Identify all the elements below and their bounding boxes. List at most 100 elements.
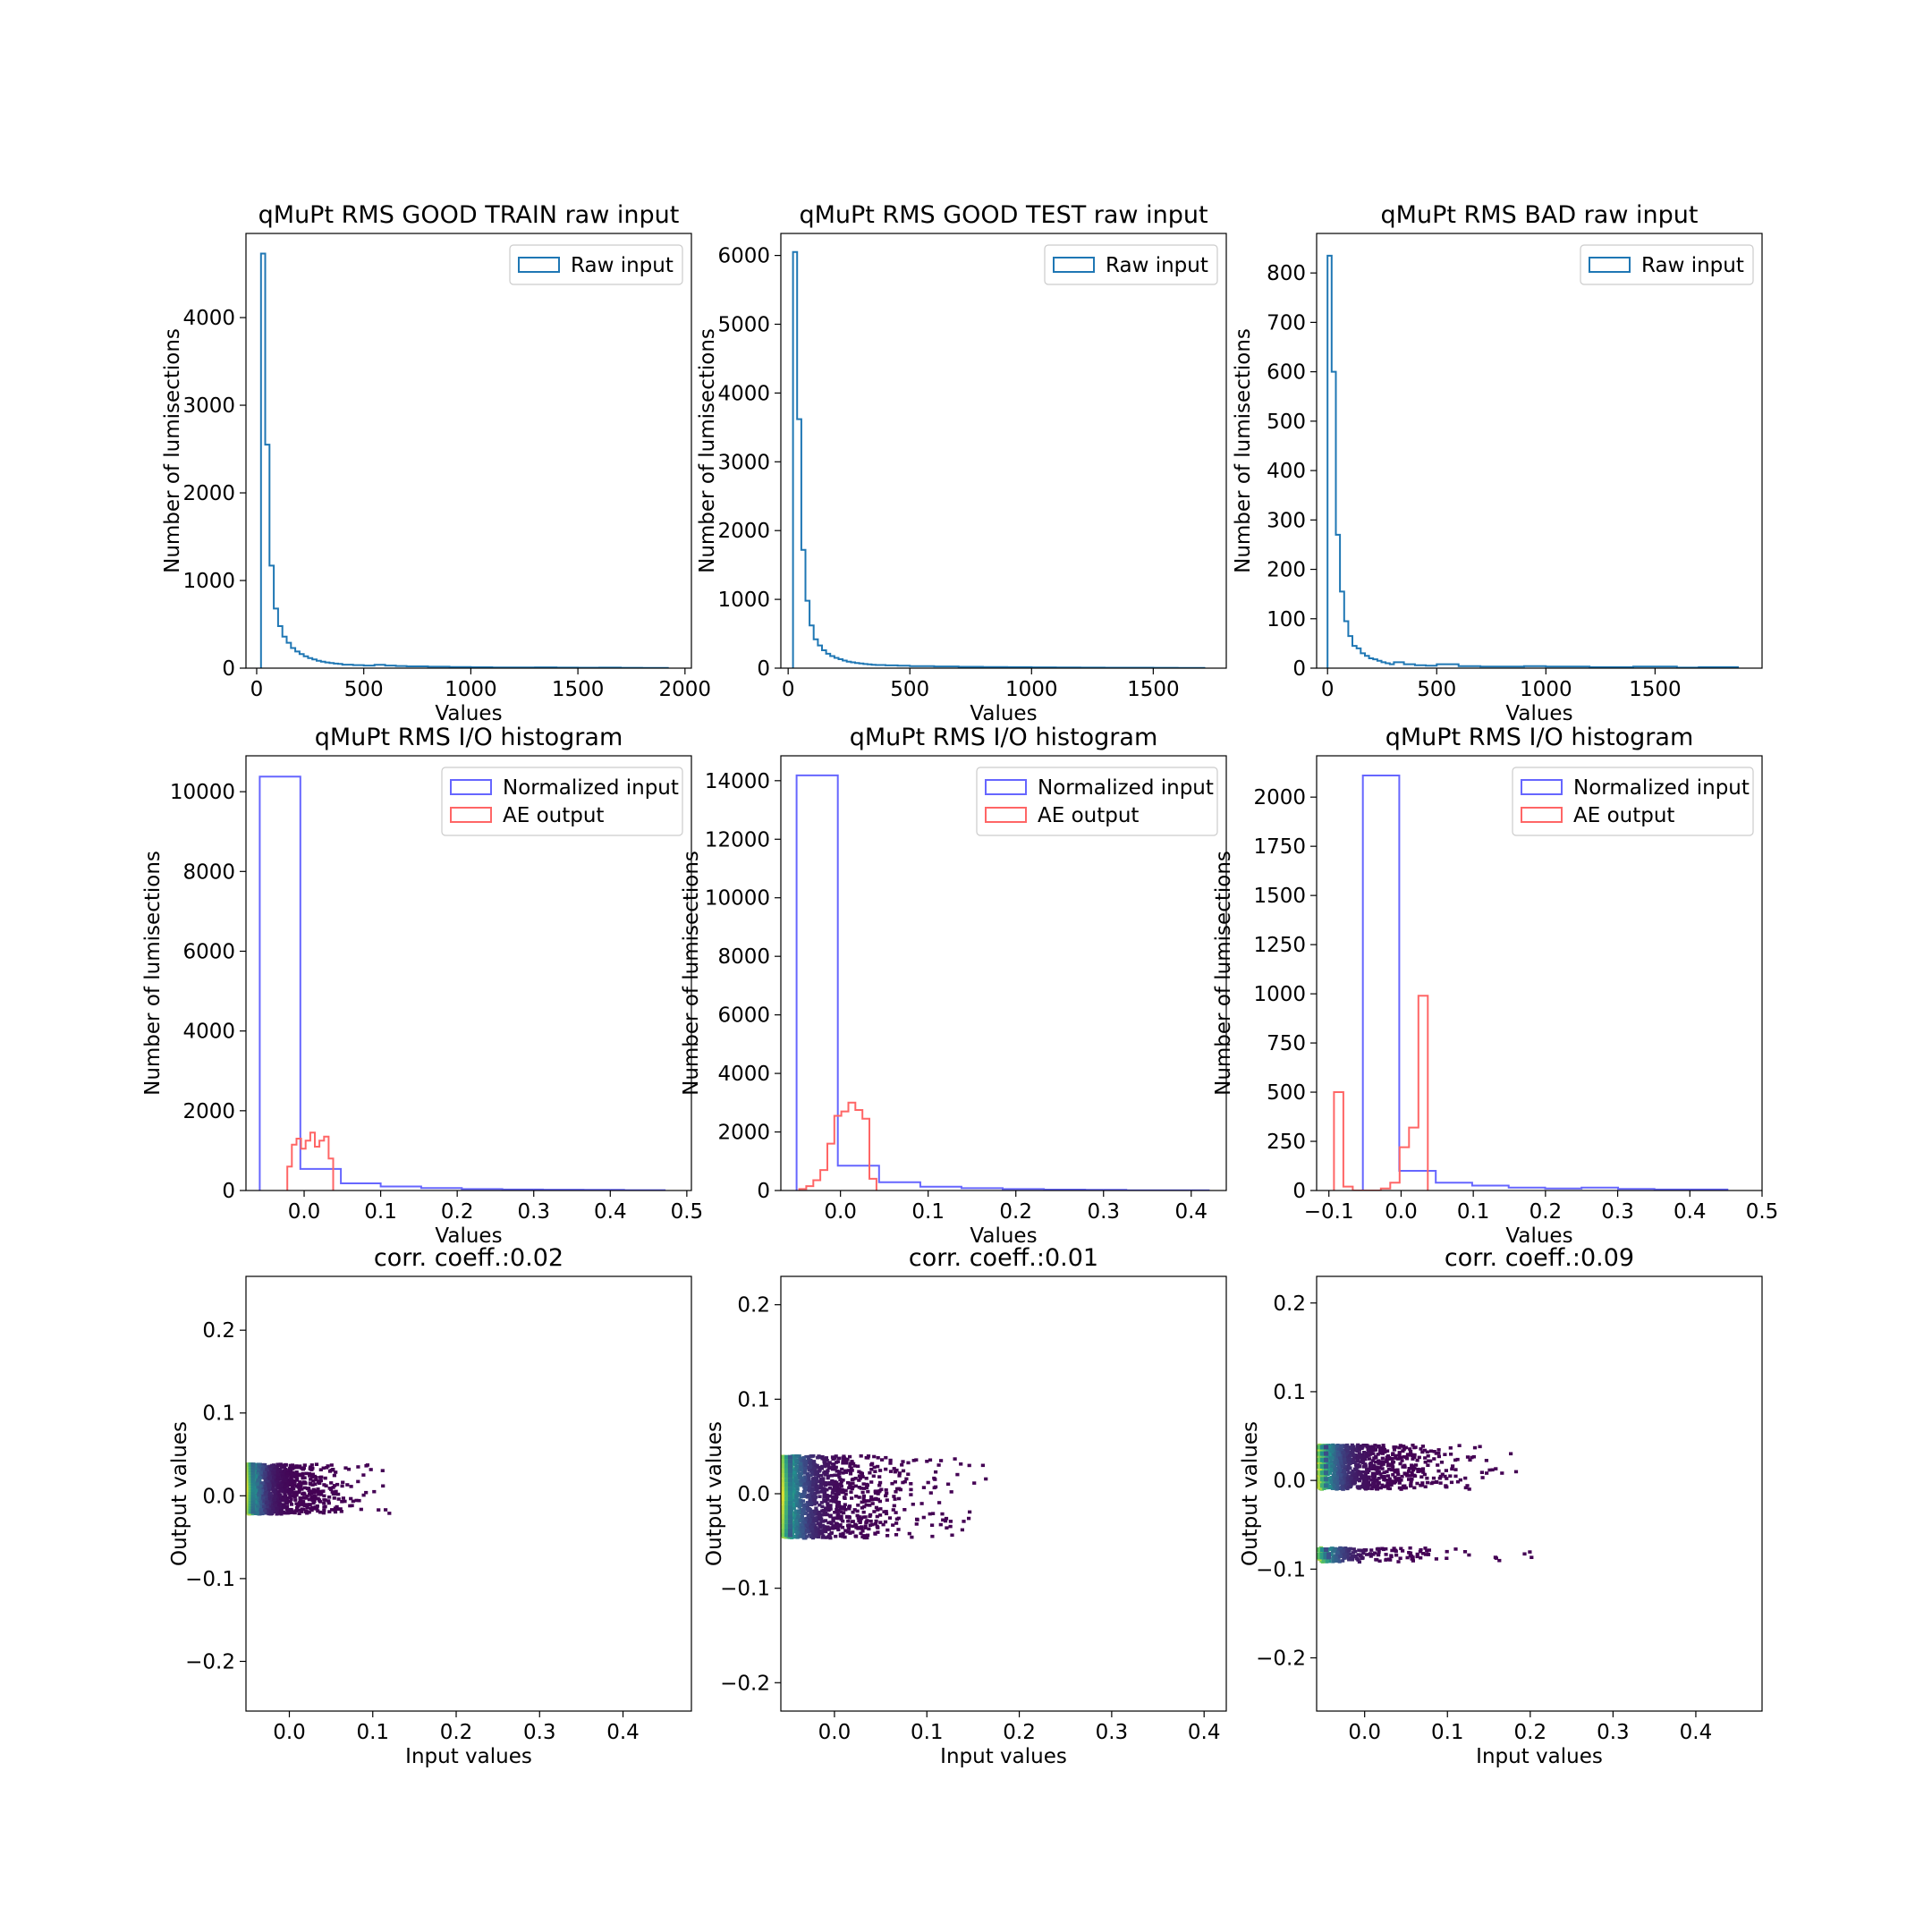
heatmap-cell	[825, 1513, 829, 1517]
heatmap-cell	[794, 1467, 799, 1471]
heatmap-cell	[791, 1470, 796, 1475]
heatmap-cell	[1380, 1467, 1385, 1470]
heatmap-cell	[892, 1495, 896, 1498]
heatmap-cell	[784, 1532, 790, 1538]
heatmap-cell	[876, 1497, 880, 1502]
heatmap-cell	[307, 1497, 311, 1502]
heatmap-cell	[851, 1524, 855, 1529]
heatmap-cell	[361, 1473, 366, 1477]
heatmap-cell	[818, 1517, 822, 1521]
heatmap-cell	[272, 1490, 276, 1494]
heatmap-cell	[267, 1471, 271, 1476]
heatmap-cell	[1346, 1456, 1351, 1461]
heatmap-cell	[787, 1504, 793, 1510]
heatmap-cell	[315, 1507, 319, 1511]
heatmap-cell	[1324, 1463, 1329, 1469]
heatmap-cell	[1346, 1475, 1351, 1479]
heatmap-cell	[313, 1495, 318, 1498]
legend-frame	[1044, 244, 1218, 285]
heatmap-cell	[934, 1470, 938, 1474]
y-tick-label: 2000	[182, 482, 235, 505]
heatmap-cell	[1386, 1456, 1392, 1460]
heatmap-cell	[826, 1506, 830, 1511]
heatmap-cell	[820, 1479, 825, 1484]
heatmap-cell	[869, 1495, 874, 1499]
heatmap-cell	[1327, 1559, 1332, 1563]
heatmap-cell	[1432, 1450, 1436, 1453]
y-tick-label: 8000	[182, 860, 235, 884]
heatmap-cell	[781, 1528, 786, 1533]
heatmap-cell	[1440, 1472, 1445, 1477]
heatmap-cell	[787, 1532, 793, 1538]
heatmap-cell	[901, 1469, 906, 1473]
heatmap-cell	[820, 1504, 825, 1509]
heatmap-cell	[1434, 1452, 1438, 1455]
heatmap-cell	[808, 1465, 812, 1470]
heatmap-cell	[828, 1536, 833, 1540]
heatmap-cell	[914, 1458, 919, 1462]
heatmap-cell	[273, 1467, 277, 1470]
heatmap-cell	[290, 1488, 294, 1493]
x-tick-label: 1500	[552, 678, 605, 701]
heatmap-cell	[302, 1476, 307, 1479]
heatmap-cell	[858, 1477, 862, 1480]
y-tick-label: 0.0	[737, 1483, 770, 1506]
heatmap-cell	[842, 1505, 846, 1509]
heatmap-cell	[330, 1508, 335, 1512]
heatmap-cell	[817, 1533, 821, 1537]
heatmap-cell	[864, 1499, 869, 1503]
heatmap-cell	[870, 1502, 875, 1505]
legend-label: Normalized input	[503, 776, 679, 800]
heatmap-cell	[260, 1512, 265, 1515]
heatmap-cell	[809, 1516, 814, 1521]
axes-frame	[245, 755, 692, 1191]
heatmap-cell	[848, 1484, 852, 1487]
heatmap-cell	[1340, 1481, 1344, 1485]
heatmap-cell	[939, 1459, 944, 1462]
y-axis-label: Output values	[1239, 1421, 1262, 1566]
heatmap-cell	[293, 1509, 298, 1513]
y-axis-label: Number of lumisections	[1212, 851, 1235, 1096]
heatmap-cell	[1401, 1484, 1406, 1488]
heatmap-cell	[1419, 1547, 1423, 1552]
heatmap-cell	[318, 1468, 323, 1471]
y-tick-label: 6000	[182, 940, 235, 963]
y-tick-label: 0	[1292, 657, 1306, 681]
heatmap-cell	[301, 1496, 305, 1500]
heatmap-cell	[322, 1483, 326, 1487]
heatmap-cell	[845, 1515, 850, 1519]
heatmap-cell	[815, 1484, 819, 1488]
heatmap-cell	[800, 1468, 804, 1472]
heatmap-cell	[1339, 1445, 1343, 1448]
heatmap-cell	[1347, 1557, 1352, 1562]
heatmap-cell	[1343, 1553, 1347, 1556]
heatmap-cell	[1386, 1479, 1391, 1482]
heatmap-cell	[807, 1478, 811, 1482]
heatmap-cell	[1426, 1454, 1430, 1458]
heatmap-cell	[248, 1473, 253, 1479]
heatmap-cell	[881, 1522, 886, 1527]
histogram-series-1	[792, 250, 1206, 668]
heatmap-cell	[1436, 1469, 1441, 1473]
heatmap-cell	[827, 1481, 832, 1486]
heatmap-cell	[1376, 1482, 1380, 1487]
heatmap-cell	[264, 1492, 268, 1496]
heatmap-cell	[1411, 1468, 1416, 1472]
heatmap-cell	[1321, 1461, 1326, 1464]
heatmap-cell	[787, 1496, 793, 1501]
heatmap-cell	[857, 1479, 861, 1482]
heatmap-cell	[814, 1463, 818, 1468]
y-tick-label: −0.2	[1256, 1647, 1306, 1670]
heatmap-cell	[1361, 1551, 1366, 1555]
heatmap-cell	[272, 1502, 276, 1505]
heatmap-cell	[936, 1463, 941, 1467]
heatmap-cell	[836, 1456, 841, 1461]
heatmap-cell	[1385, 1470, 1389, 1474]
heatmap-cell	[930, 1523, 935, 1527]
heatmap-cell	[1444, 1469, 1448, 1472]
heatmap-cell	[272, 1482, 276, 1487]
heatmap-cell	[1392, 1448, 1397, 1452]
heatmap-cell	[819, 1481, 824, 1486]
